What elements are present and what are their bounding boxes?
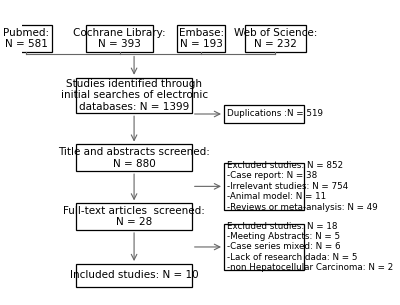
Text: Web of Science:
N = 232: Web of Science: N = 232	[234, 28, 317, 49]
Text: Full-text articles  screened:
N = 28: Full-text articles screened: N = 28	[63, 206, 205, 228]
FancyBboxPatch shape	[76, 203, 192, 230]
FancyBboxPatch shape	[76, 264, 192, 287]
FancyBboxPatch shape	[224, 163, 304, 210]
FancyBboxPatch shape	[177, 25, 226, 52]
FancyBboxPatch shape	[245, 25, 306, 52]
Text: Excluded studies: N = 852
-Case report: N = 38
-Irrelevant studies: N = 754
-Ani: Excluded studies: N = 852 -Case report: …	[227, 161, 378, 212]
Text: Duplications :N = 519: Duplications :N = 519	[227, 109, 323, 119]
Text: Pubmed:
N = 581: Pubmed: N = 581	[3, 28, 49, 49]
FancyBboxPatch shape	[86, 25, 153, 52]
Text: Included studies: N = 10: Included studies: N = 10	[70, 271, 198, 281]
Text: Excluded studies: N = 18
-Meeting Abstracts: N = 5
-Case series mixed: N = 6
-La: Excluded studies: N = 18 -Meeting Abstra…	[227, 222, 393, 272]
FancyBboxPatch shape	[76, 78, 192, 113]
Text: Title and abstracts screened:
N = 880: Title and abstracts screened: N = 880	[58, 147, 210, 169]
Text: Studies identified through
initial searches of electronic
databases: N = 1399: Studies identified through initial searc…	[60, 79, 208, 112]
FancyBboxPatch shape	[224, 105, 304, 123]
FancyBboxPatch shape	[76, 145, 192, 171]
Text: Cochrane Library:
N = 393: Cochrane Library: N = 393	[73, 28, 166, 49]
FancyBboxPatch shape	[224, 224, 304, 270]
Text: Embase:
N = 193: Embase: N = 193	[179, 28, 224, 49]
FancyBboxPatch shape	[0, 25, 52, 52]
